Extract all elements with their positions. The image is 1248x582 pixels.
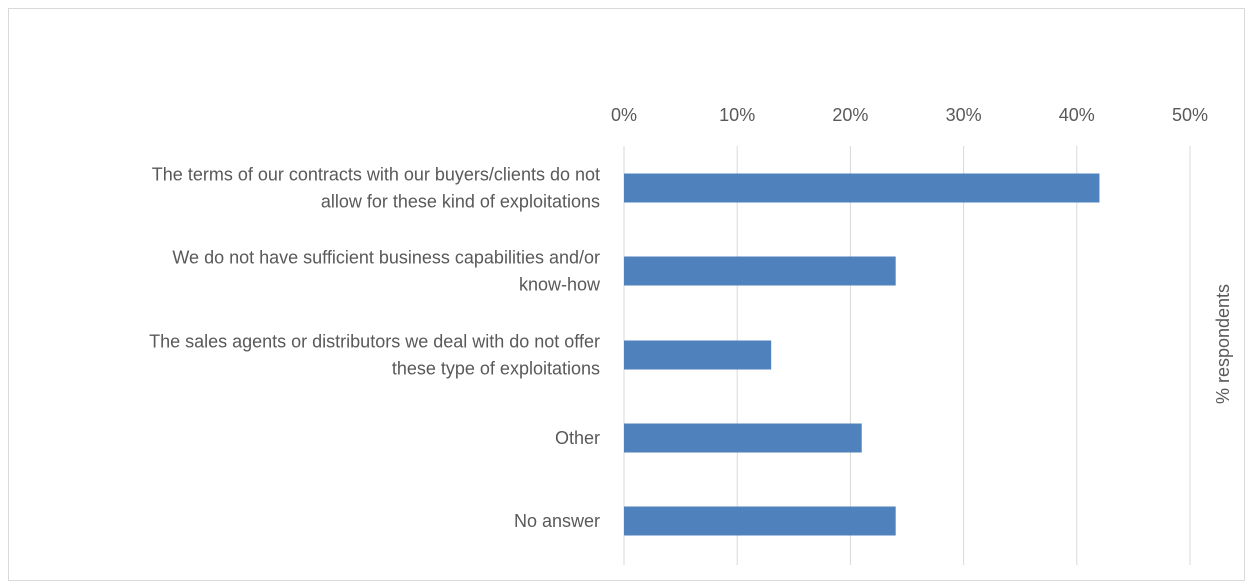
x-axis-ticks: 0% 10% 20% 30% 40% 50% [611,105,1208,125]
bar [624,173,1100,203]
bar [624,340,772,370]
x-tick-label: 20% [832,105,868,125]
category-label: No answer [514,511,600,531]
category-label: We do not have sufficient business capab… [172,248,600,268]
bar [624,506,896,536]
x-tick-label: 0% [611,105,637,125]
category-label: The sales agents or distributors we deal… [149,332,600,352]
x-tick-label: 10% [719,105,755,125]
chart-frame [8,8,1245,581]
x-tick-label: 30% [946,105,982,125]
category-label: these type of exploitations [392,359,600,379]
category-label: Other [555,428,600,448]
bar [624,423,862,453]
axis-title: % respondents [1213,284,1233,404]
bar [624,256,896,286]
category-label: know-how [519,275,601,295]
x-tick-label: 40% [1059,105,1095,125]
x-tick-label: 50% [1172,105,1208,125]
bars [624,173,1100,536]
category-labels: The terms of our contracts with our buye… [149,165,601,532]
gridlines [623,146,1191,565]
category-label: allow for these kind of exploitations [321,192,600,212]
category-label: The terms of our contracts with our buye… [152,165,600,185]
